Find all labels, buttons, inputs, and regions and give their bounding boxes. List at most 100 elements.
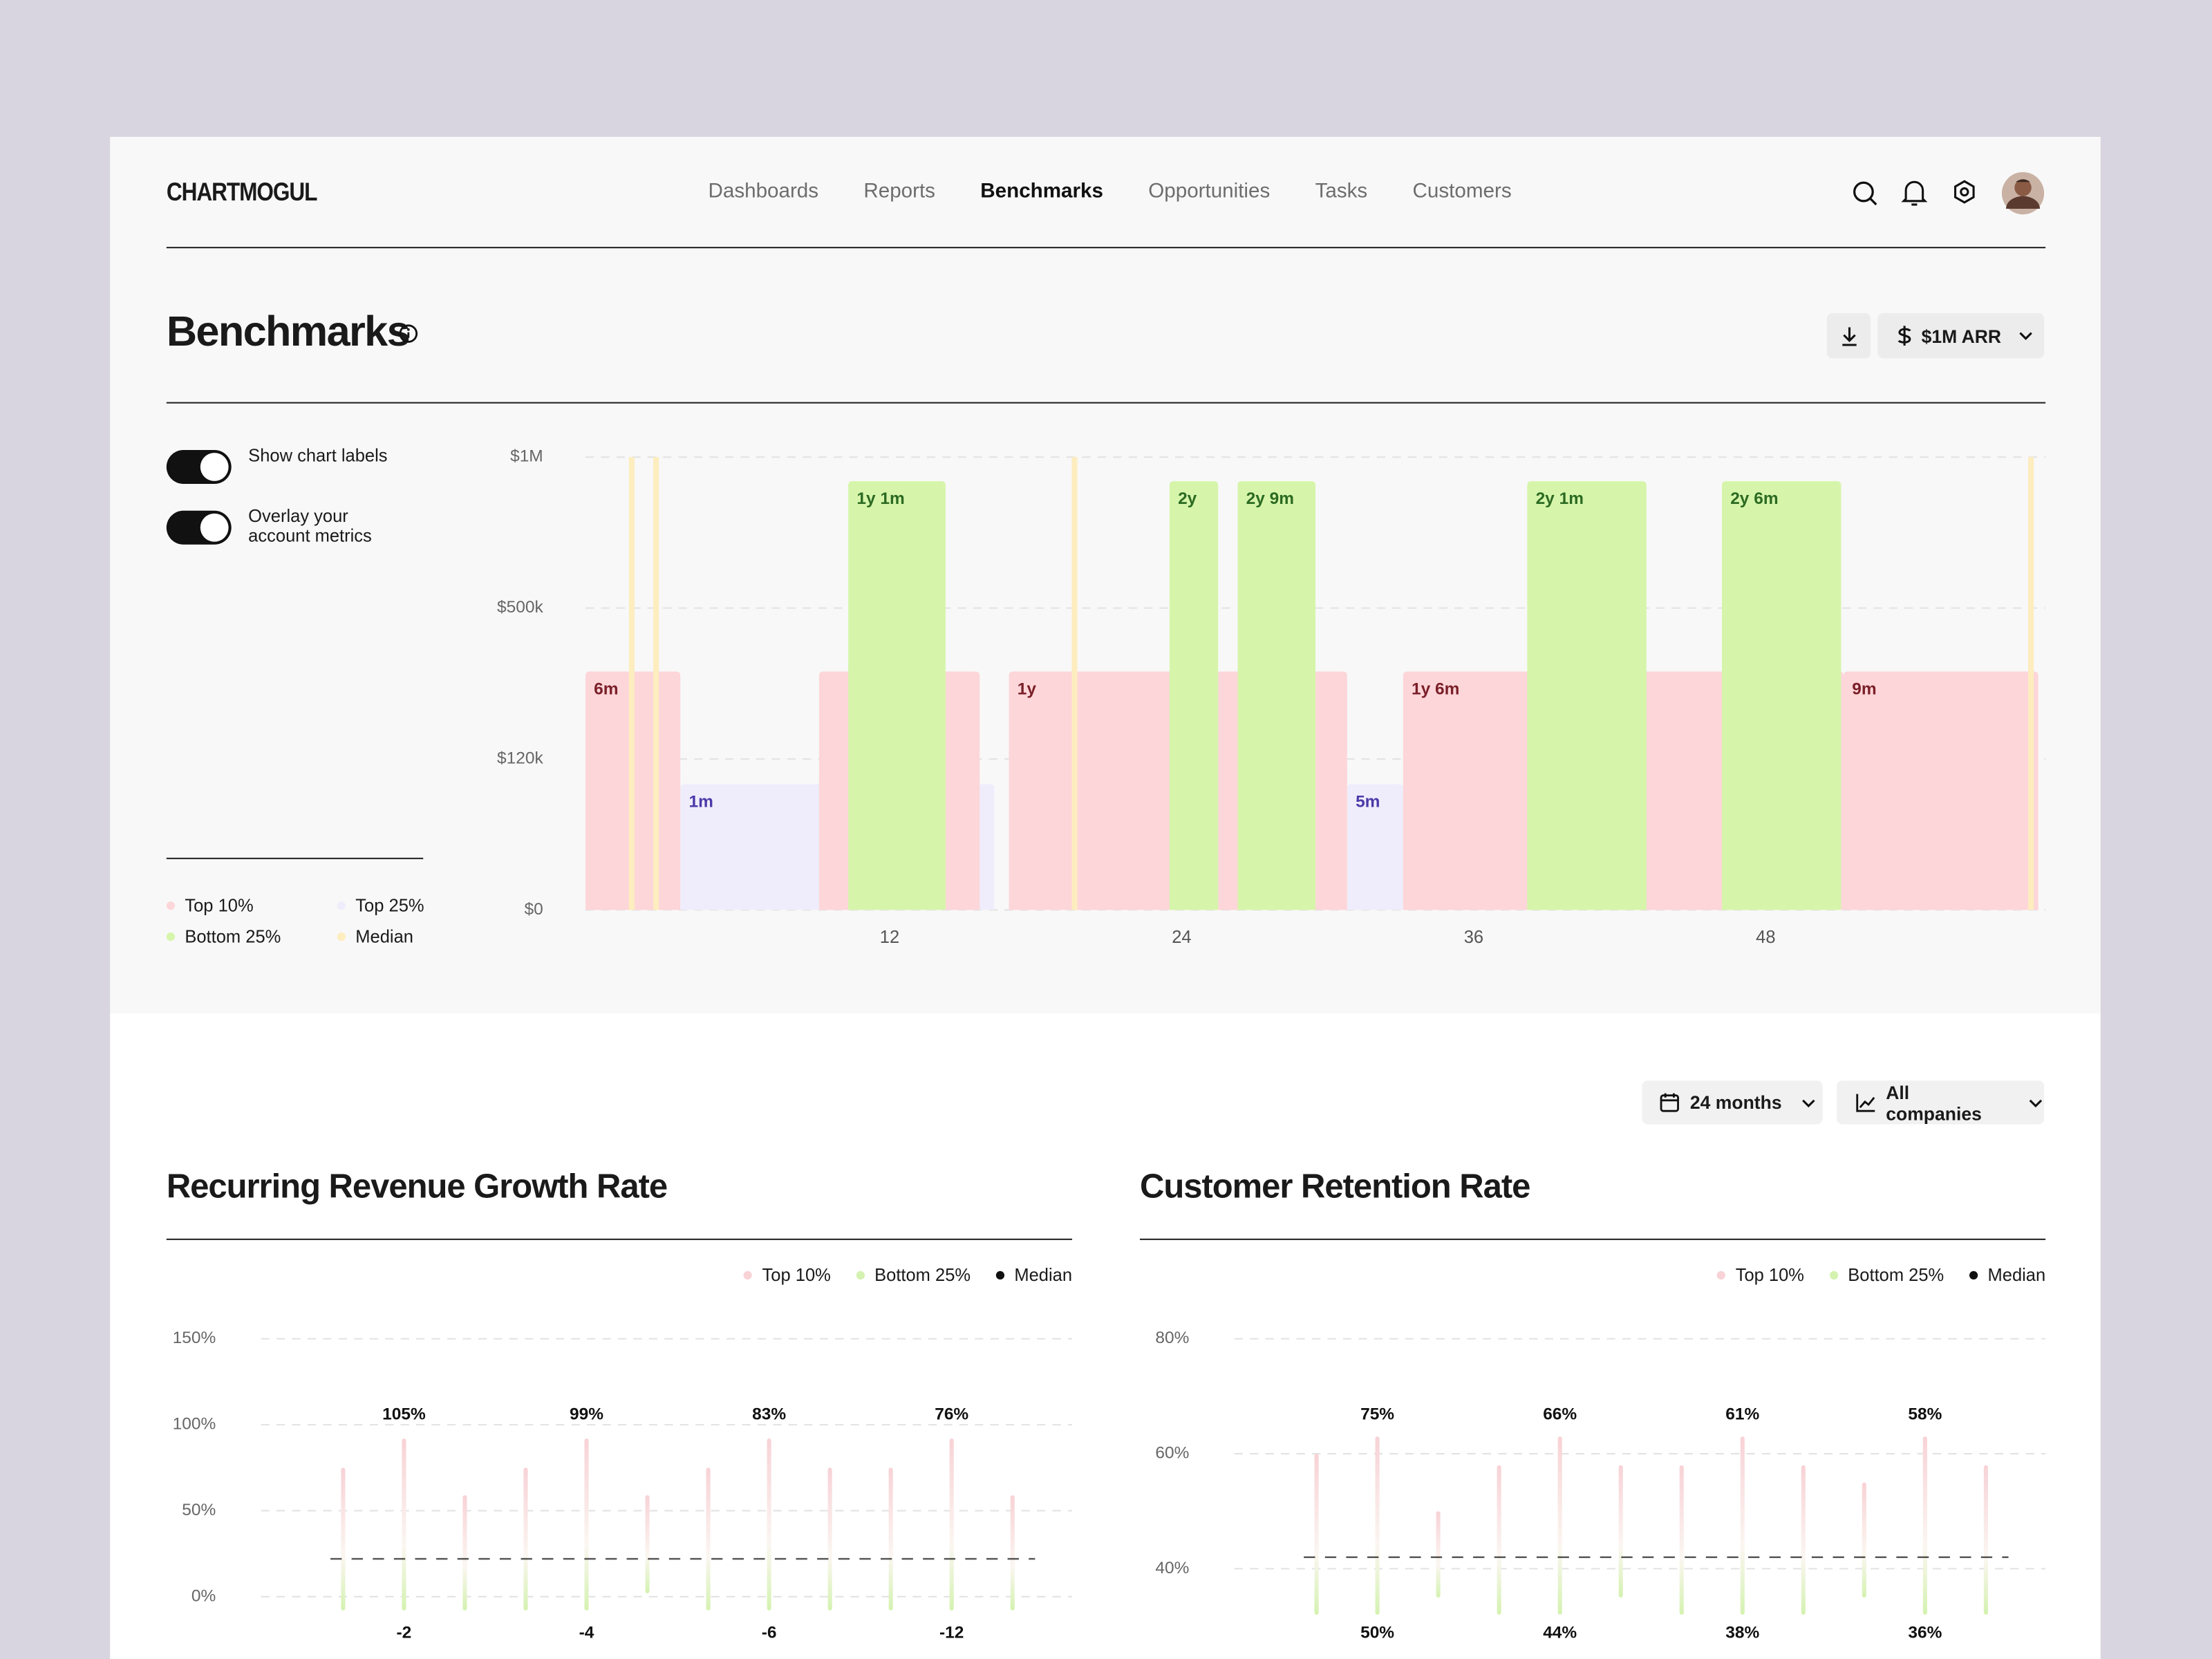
x-tick-label: -4 (579, 1624, 594, 1642)
nav-item[interactable]: Benchmarks (980, 180, 1103, 203)
nav-item[interactable]: Opportunities (1148, 180, 1271, 203)
range-bar (767, 1438, 771, 1611)
y-tick-label: 60% (1155, 1444, 1189, 1463)
nav-item[interactable]: Customers (1412, 180, 1512, 203)
chevron (2018, 332, 2032, 340)
nav-item[interactable]: Dashboards (708, 180, 819, 203)
legend-item: Top 10% (166, 895, 337, 916)
legend-swatch (166, 901, 176, 910)
nav-item[interactable]: Tasks (1315, 180, 1368, 203)
segment-dropdown[interactable]: All companies (1837, 1080, 2045, 1125)
top-label: 76% (935, 1405, 968, 1423)
x-tick-label: 48 (1756, 928, 1775, 947)
toggle[interactable] (166, 510, 232, 545)
legend-label: Bottom 25% (185, 926, 281, 947)
y-tick-label: 50% (182, 1501, 216, 1519)
range-bar (341, 1468, 346, 1611)
bar (1721, 481, 1841, 910)
filter-label: 24 months (1689, 1091, 1782, 1114)
y-tick-label: $120k (497, 749, 543, 767)
divider (166, 1238, 1073, 1240)
range-bar (1497, 1465, 1501, 1615)
bar-label: 5m (1356, 792, 1380, 811)
y-tick-label: 150% (173, 1329, 216, 1347)
download-icon (1841, 327, 1856, 346)
filter-label: All companies (1886, 1081, 1982, 1124)
toggle[interactable] (166, 450, 232, 484)
range-bar (1010, 1495, 1015, 1611)
x-tick-label: 12 (880, 928, 899, 947)
divider (166, 402, 2046, 404)
download-button[interactable] (1826, 313, 1871, 359)
legend-swatch (1717, 1271, 1726, 1280)
range-bar (1862, 1482, 1866, 1597)
avatar[interactable] (2001, 171, 2045, 215)
range-bar (1679, 1465, 1684, 1615)
y-tick-label: $1M (510, 447, 543, 466)
bar-label: 2y 6m (1730, 489, 1778, 508)
y-tick-label: 100% (173, 1415, 216, 1434)
top-label: 66% (1543, 1405, 1577, 1423)
bar (1347, 784, 1403, 910)
legend-label: Median (1014, 1265, 1073, 1286)
legend-item: Median (1969, 1265, 2046, 1286)
bar-label: 1y (1018, 680, 1037, 699)
legend-label: Bottom 25% (1848, 1265, 1944, 1286)
bar-label: 2y (1178, 489, 1197, 508)
legend-label: Top 10% (185, 895, 254, 916)
range-bar (888, 1468, 893, 1611)
range-bar (402, 1438, 406, 1611)
x-tick-label: -12 (939, 1624, 964, 1642)
legend-label: Median (355, 926, 413, 947)
top-label: 75% (1360, 1405, 1394, 1423)
legend-item: Bottom 25% (166, 926, 337, 947)
arr-dropdown[interactable]: $1M ARR (1877, 313, 2045, 359)
legend-swatch (337, 901, 346, 910)
range-bar (1557, 1436, 1562, 1615)
period-dropdown[interactable]: 24 months (1642, 1080, 1823, 1125)
legend-swatch (1829, 1271, 1838, 1280)
range-bar (1740, 1436, 1745, 1615)
bar (1169, 481, 1219, 910)
toggle-knob (200, 513, 229, 542)
header-icons (1853, 171, 2045, 215)
legend-label: Median (1987, 1265, 2046, 1286)
info-icon[interactable] (398, 323, 420, 344)
bell-icon[interactable] (1901, 180, 1928, 206)
x-tick-label: 36 (1464, 928, 1483, 947)
x-tick-label: 38% (1725, 1624, 1759, 1642)
legend-swatch (744, 1271, 753, 1280)
nav: Dashboards Reports Benchmarks Opportunities… (708, 180, 1511, 203)
toggle-knob (200, 453, 229, 481)
range-bar (706, 1468, 711, 1611)
logo[interactable]: CHARTMOGUL (166, 178, 318, 206)
divider (166, 857, 424, 859)
search-icon[interactable] (1853, 181, 1877, 206)
legend-item: Median (337, 926, 450, 947)
settings-icon[interactable] (1954, 180, 1975, 204)
y-tick-label: 0% (191, 1586, 216, 1605)
range-bar (523, 1468, 528, 1611)
x-tick-label: 44% (1543, 1624, 1577, 1642)
x-tick-label: -2 (397, 1624, 412, 1642)
nav-item[interactable]: Reports (863, 180, 935, 203)
x-tick-label: 24 (1172, 928, 1191, 947)
range-bar (1801, 1465, 1806, 1615)
x-tick-label: 36% (1908, 1624, 1942, 1642)
range-bar (1983, 1465, 1988, 1615)
divider (166, 247, 2046, 249)
range-bar (1922, 1436, 1927, 1615)
top-label: 61% (1725, 1405, 1759, 1423)
bar (1237, 481, 1316, 910)
y-tick-label: $0 (524, 900, 543, 919)
divider (1139, 1238, 2046, 1240)
bar-label: 6m (594, 680, 618, 699)
legend-label: Top 10% (762, 1265, 831, 1286)
range-bar (584, 1438, 589, 1611)
legend-swatch (337, 932, 346, 941)
section-title: Customer Retention Rate (1139, 1168, 1530, 1206)
bar-label: 1m (688, 792, 713, 811)
arr-label: $1M ARR (1921, 325, 2002, 347)
